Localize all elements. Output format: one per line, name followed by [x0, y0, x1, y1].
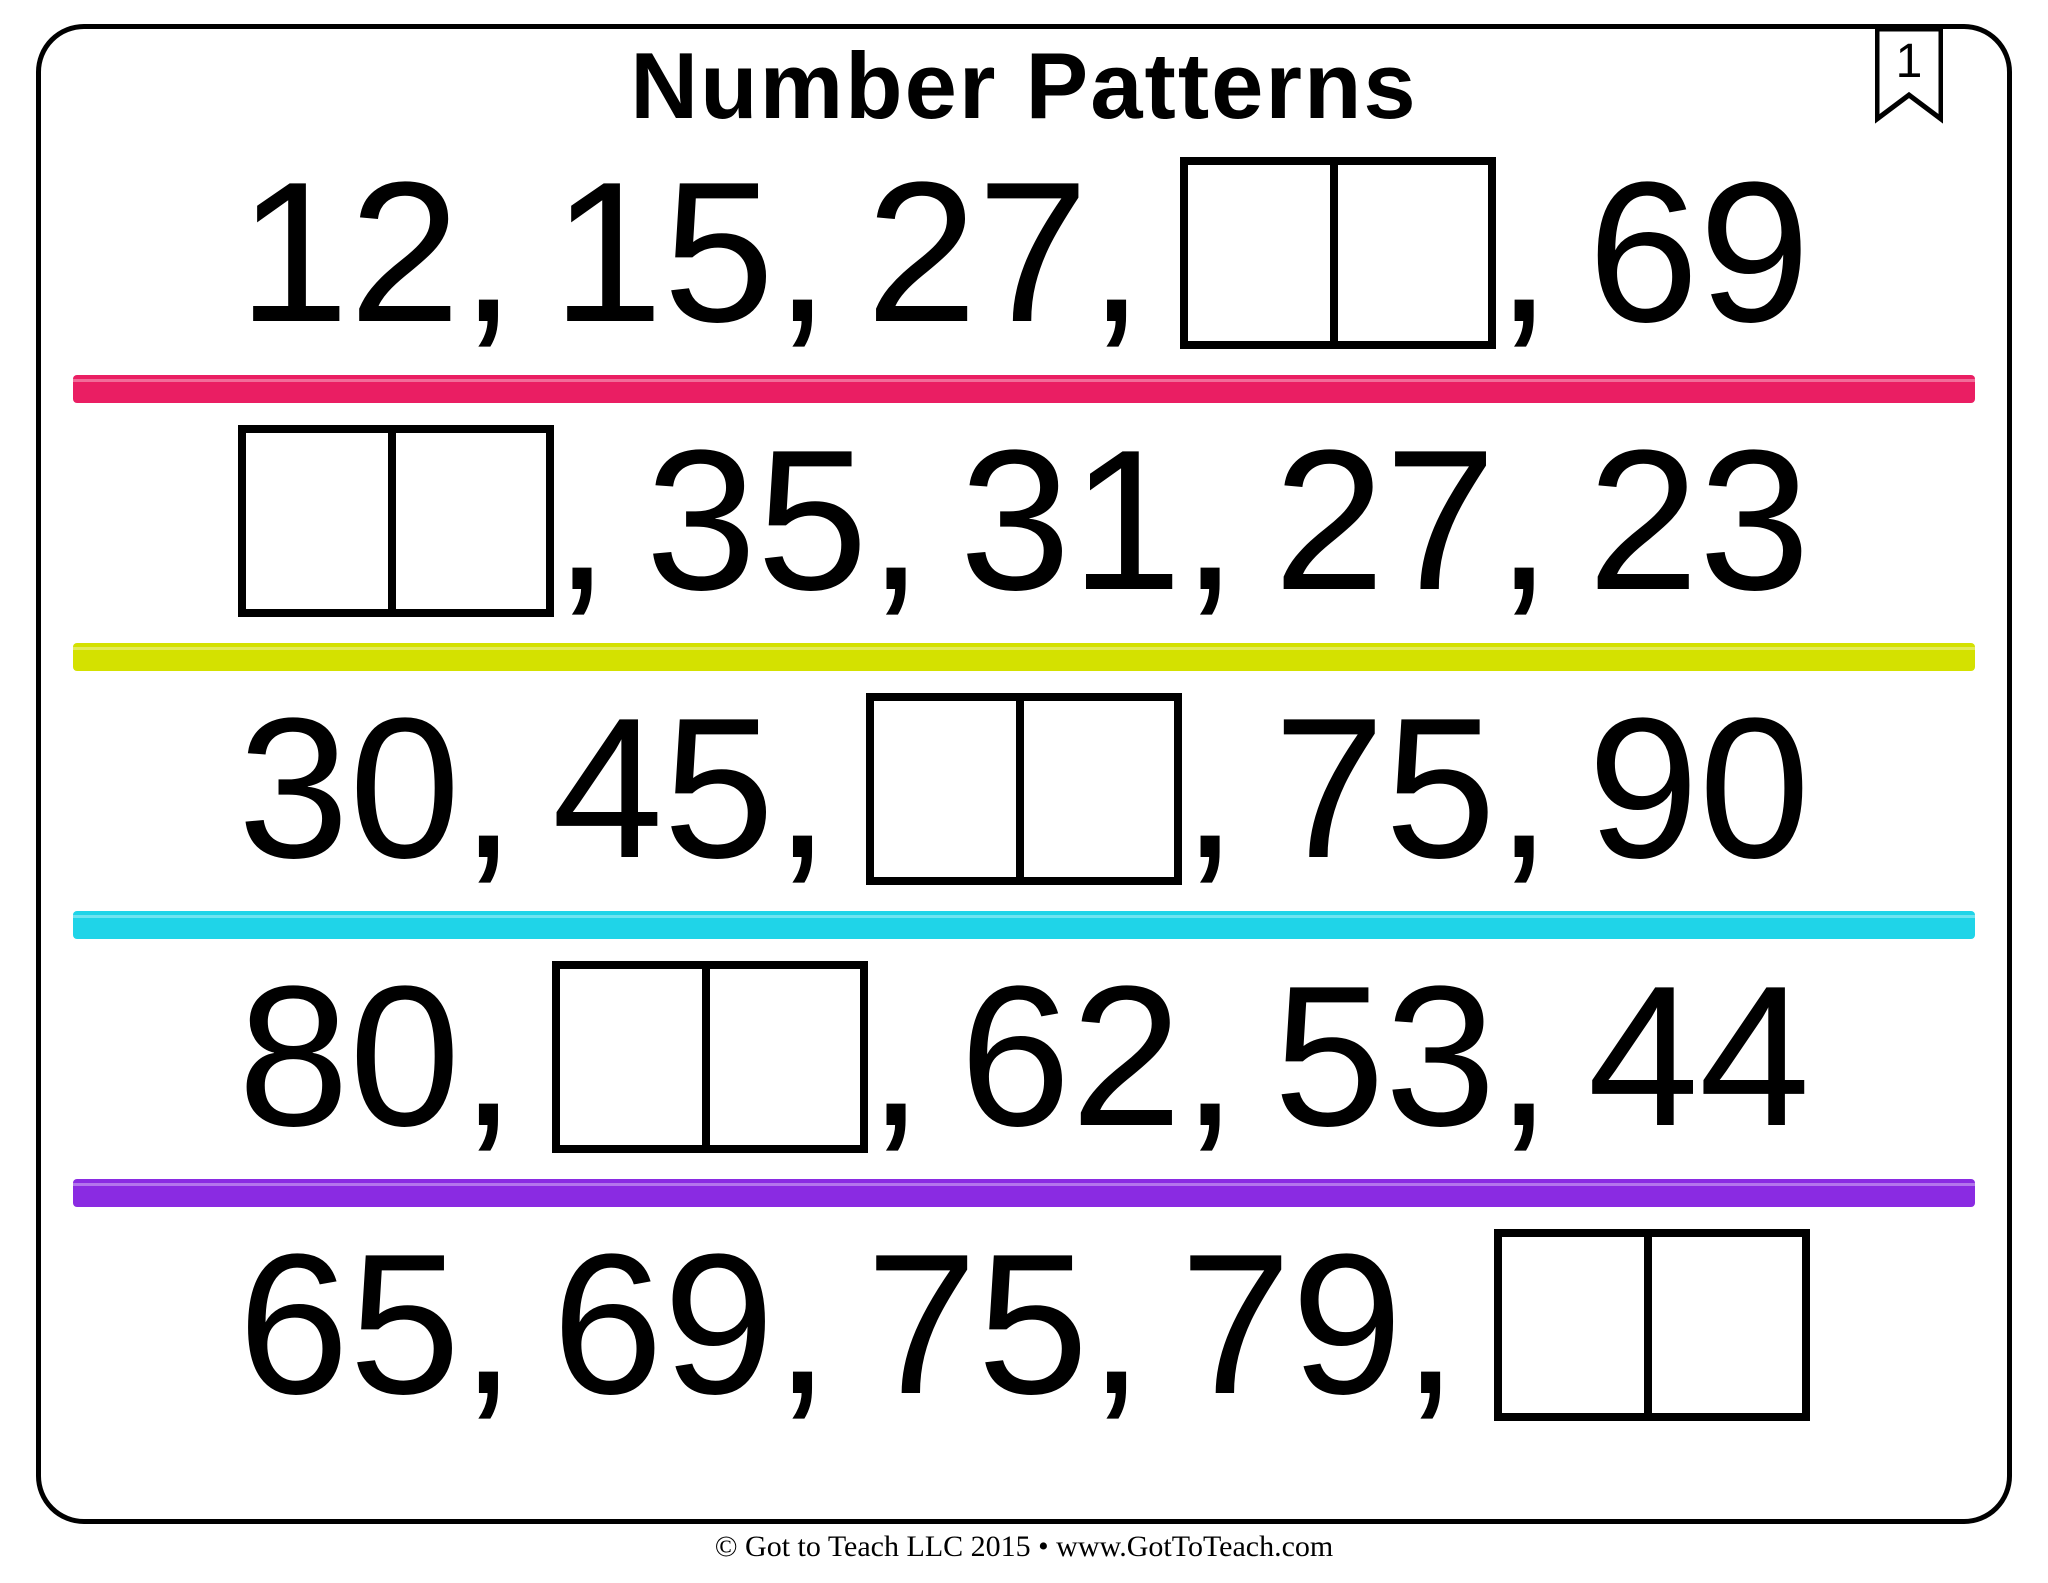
pattern-rows-container: 12,15,27,,69,35,31,27,2330,45,,75,9080,,… [69, 139, 1979, 1439]
pattern-number: 27 [866, 153, 1088, 353]
comma-separator: , [1182, 421, 1238, 621]
section-divider [73, 1179, 1975, 1207]
answer-blank[interactable] [1494, 1229, 1810, 1421]
section-divider [73, 375, 1975, 403]
comma-separator: , [1496, 689, 1552, 889]
worksheet-frame: 1 Number Patterns 12,15,27,,69,35,31,27,… [36, 24, 2012, 1524]
answer-blank-cell[interactable] [874, 701, 1024, 877]
pattern-number: 69 [1588, 153, 1810, 353]
pattern-row: 65,69,75,79, [69, 1211, 1979, 1439]
pattern-number: 53 [1274, 957, 1496, 1157]
comma-separator: , [774, 1225, 830, 1425]
pattern-number: 15 [552, 153, 774, 353]
pattern-number: 80 [238, 957, 460, 1157]
pattern-number: 65 [238, 1225, 460, 1425]
comma-separator: , [460, 689, 516, 889]
comma-separator: , [1182, 957, 1238, 1157]
worksheet-page: 1 Number Patterns 12,15,27,,69,35,31,27,… [0, 0, 2048, 1583]
comma-separator: , [1182, 689, 1238, 889]
pattern-number: 79 [1180, 1225, 1402, 1425]
pattern-number: 90 [1588, 689, 1810, 889]
copyright-text: © Got to Teach LLC 2015 • www.GotToTeach… [36, 1530, 2012, 1564]
comma-separator: , [1088, 1225, 1144, 1425]
pattern-number: 75 [866, 1225, 1088, 1425]
answer-blank-cell[interactable] [246, 433, 396, 609]
answer-blank[interactable] [552, 961, 868, 1153]
pattern-row: 12,15,27,,69 [69, 139, 1979, 367]
section-divider [73, 911, 1975, 939]
comma-separator: , [1496, 421, 1552, 621]
pattern-number: 35 [645, 421, 867, 621]
comma-separator: , [1496, 153, 1552, 353]
answer-blank[interactable] [1180, 157, 1496, 349]
answer-blank-cell[interactable] [1338, 165, 1488, 341]
pattern-number: 45 [552, 689, 774, 889]
answer-blank-cell[interactable] [396, 433, 546, 609]
comma-separator: , [460, 153, 516, 353]
answer-blank-cell[interactable] [560, 969, 710, 1145]
answer-blank[interactable] [866, 693, 1182, 885]
comma-separator: , [460, 957, 516, 1157]
answer-blank-cell[interactable] [1502, 1237, 1652, 1413]
comma-separator: , [554, 421, 610, 621]
section-divider [73, 643, 1975, 671]
pattern-number: 62 [960, 957, 1182, 1157]
pattern-number: 44 [1588, 957, 1810, 1157]
pattern-number: 69 [552, 1225, 774, 1425]
pattern-number: 27 [1274, 421, 1496, 621]
worksheet-title: Number Patterns [69, 39, 1979, 133]
comma-separator: , [1496, 957, 1552, 1157]
pattern-number: 23 [1588, 421, 1810, 621]
comma-separator: , [774, 689, 830, 889]
page-number-label: 1 [1896, 35, 1923, 88]
comma-separator: , [868, 421, 924, 621]
pattern-row: ,35,31,27,23 [69, 407, 1979, 635]
pattern-row: 80,,62,53,44 [69, 943, 1979, 1171]
comma-separator: , [774, 153, 830, 353]
comma-separator: , [1088, 153, 1144, 353]
answer-blank-cell[interactable] [1188, 165, 1338, 341]
answer-blank[interactable] [238, 425, 554, 617]
answer-blank-cell[interactable] [1652, 1237, 1802, 1413]
answer-blank-cell[interactable] [710, 969, 860, 1145]
pattern-number: 31 [960, 421, 1182, 621]
comma-separator: , [868, 957, 924, 1157]
page-number-bookmark-icon: 1 [1875, 29, 1943, 125]
answer-blank-cell[interactable] [1024, 701, 1174, 877]
pattern-row: 30,45,,75,90 [69, 675, 1979, 903]
comma-separator: , [460, 1225, 516, 1425]
pattern-number: 75 [1274, 689, 1496, 889]
pattern-number: 12 [238, 153, 460, 353]
pattern-number: 30 [238, 689, 460, 889]
comma-separator: , [1403, 1225, 1459, 1425]
